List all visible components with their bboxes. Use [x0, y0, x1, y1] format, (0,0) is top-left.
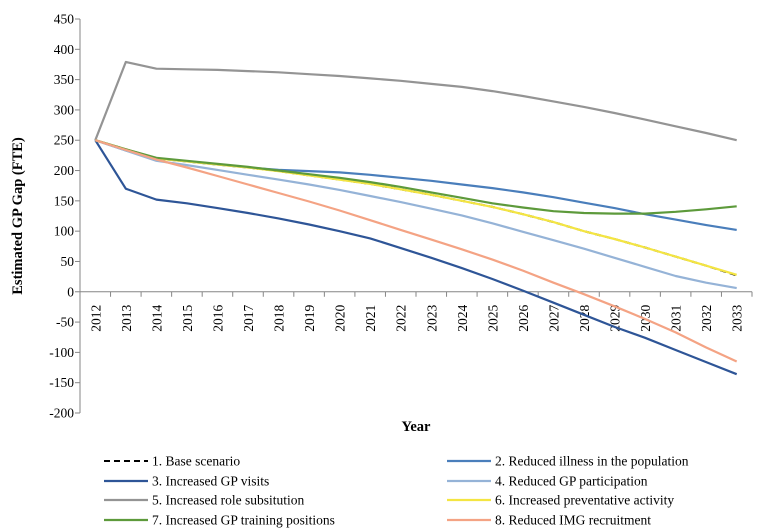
series-line-8 [94, 139, 738, 363]
x-tick-label: 2026 [516, 305, 531, 332]
x-tick-label: 2031 [669, 305, 684, 332]
y-tick-label: 400 [54, 42, 75, 57]
x-tick-label: 2019 [302, 305, 317, 332]
legend-label-6: 6. Increased preventative activity [495, 493, 674, 508]
x-tick-label: 2017 [241, 305, 256, 332]
x-tick-label: 2023 [424, 305, 439, 332]
x-tick-label: 2027 [546, 305, 561, 332]
x-axis-ticks [79, 291, 753, 297]
legend-label-8: 8. Reduced IMG recruitment [495, 513, 651, 528]
x-tick-label: 2016 [210, 305, 225, 332]
y-tick-label: 300 [54, 102, 75, 117]
y-tick-label: -150 [49, 375, 74, 390]
y-tick-label: 150 [54, 193, 75, 208]
y-tick-label: -100 [49, 345, 74, 360]
legend-label-3: 3. Increased GP visits [152, 474, 269, 489]
y-tick-label: 100 [54, 224, 75, 239]
series-line-4 [94, 139, 737, 290]
x-tick-label: 2018 [272, 305, 287, 332]
legend-label-5: 5. Increased role subsitution [152, 493, 304, 508]
y-tick-label: 0 [67, 284, 74, 299]
y-tick-label: 450 [54, 12, 75, 27]
y-tick-label: -200 [49, 406, 74, 421]
legend-label-7: 7. Increased GP training positions [152, 513, 335, 528]
x-axis-title: Year [402, 419, 432, 435]
legend: 1. Base scenario 2. Reduced illness in th… [104, 454, 689, 528]
x-tick-label: 2013 [119, 305, 134, 332]
series-lines [94, 60, 738, 376]
y-axis-title: Estimated GP Gap (FTE) [10, 137, 26, 295]
legend-label-4: 4. Reduced GP participation [495, 474, 648, 489]
x-tick-label: 2024 [455, 305, 470, 332]
x-tick-label: 2021 [363, 305, 378, 332]
x-tick-label: 2020 [333, 305, 348, 332]
x-axis-tick-labels: 2012 2013 2014 2015 2016 2017 2018 2019 2020 2021… [88, 305, 744, 332]
series-line-7 [94, 139, 737, 215]
y-axis-ticks [75, 18, 80, 414]
y-tick-label: 200 [54, 163, 75, 178]
legend-label-1: 1. Base scenario [152, 454, 240, 469]
x-tick-label: 2012 [88, 305, 103, 332]
y-tick-label: 250 [54, 133, 75, 148]
y-tick-label: -50 [56, 315, 74, 330]
x-tick-label: 2022 [394, 305, 409, 332]
series-line-2 [94, 139, 737, 231]
series-line-3 [94, 139, 738, 376]
x-tick-label: 2025 [485, 305, 500, 332]
x-tick-label: 2033 [730, 305, 745, 332]
y-tick-label: 350 [54, 72, 75, 87]
x-tick-label: 2014 [149, 305, 164, 332]
x-tick-label: 2015 [180, 305, 195, 332]
x-tick-label: 2028 [577, 305, 592, 332]
series-line-5 [94, 60, 737, 142]
y-tick-label: 50 [61, 254, 75, 269]
y-axis-tick-labels: 450 400 350 300 250 200 150 100 50 0 -50 -100 -150 -2… [49, 12, 74, 421]
x-tick-label: 2032 [699, 305, 714, 332]
legend-label-2: 2. Reduced illness in the population [495, 454, 689, 469]
